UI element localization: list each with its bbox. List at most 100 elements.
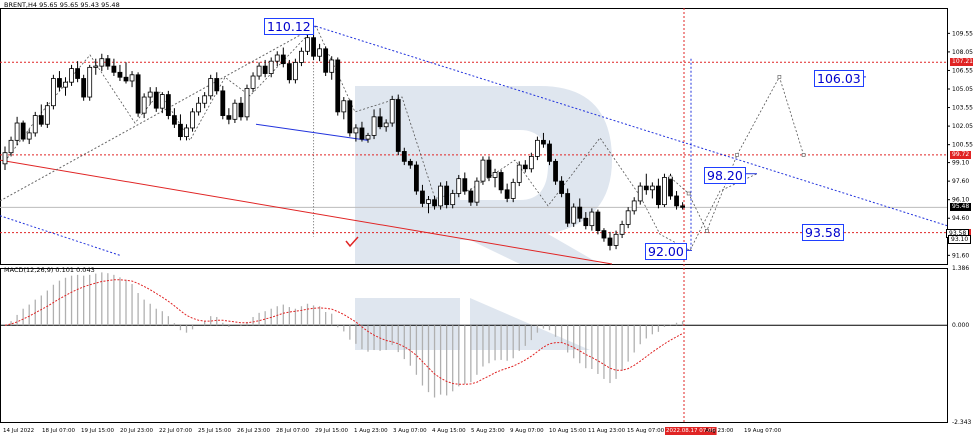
- candle-body: [129, 74, 135, 82]
- candle-body: [268, 60, 274, 74]
- candle-body: [335, 59, 341, 113]
- candle-body: [456, 178, 462, 194]
- macd-tick-label: 0.000: [952, 322, 969, 329]
- candle-body: [153, 91, 159, 109]
- time-label: 20 Jul 23:00: [120, 428, 153, 434]
- price-tick-label: 97.60: [952, 178, 969, 185]
- candle-body: [420, 190, 425, 204]
- candle-body: [69, 68, 74, 83]
- time-label: 4 Aug 15:00: [432, 428, 466, 434]
- candle-body: [589, 211, 595, 227]
- time-label: 1 Aug 23:00: [354, 428, 388, 434]
- candle-body: [637, 185, 643, 202]
- macd-signal-line: [4, 279, 683, 385]
- candle-body: [649, 185, 655, 191]
- candle-body: [280, 54, 286, 65]
- candle-body: [111, 65, 117, 73]
- candle-body: [395, 99, 401, 152]
- candle-body: [595, 211, 601, 232]
- forecast-node: [704, 229, 709, 233]
- candle-body: [141, 96, 147, 114]
- candle-body: [286, 63, 292, 81]
- candle-body: [117, 71, 123, 78]
- candle-body: [232, 102, 238, 120]
- price-pane-frame: [0, 8, 948, 265]
- candle-body: [371, 116, 377, 136]
- candle-body: [171, 115, 177, 125]
- lower-channel-line: [0, 215, 121, 256]
- candle-body: [577, 206, 583, 219]
- candle-body: [347, 100, 353, 134]
- candle-body: [516, 164, 522, 183]
- time-label: 29 Jul 15:00: [315, 428, 348, 434]
- candle-body: [329, 59, 335, 73]
- check-mark-icon: [345, 236, 359, 248]
- watermark-shape-lower: [355, 298, 460, 350]
- candle-body: [341, 100, 347, 113]
- candle-body: [184, 127, 189, 138]
- candle-body: [196, 102, 202, 113]
- candle-body: [365, 134, 371, 140]
- candle-body: [147, 91, 153, 98]
- time-label: 11 Aug 23:00: [588, 428, 626, 434]
- candle-body: [123, 76, 129, 82]
- price-tick-label: 99.10: [952, 160, 969, 167]
- candle-body: [492, 172, 498, 178]
- candle-body: [14, 122, 20, 141]
- candle-body: [93, 65, 99, 68]
- candle-body: [51, 78, 56, 107]
- forecast-node: [668, 175, 673, 180]
- time-label: 3 Aug 07:00: [393, 428, 427, 434]
- forecast-node: [777, 75, 782, 79]
- candle-body: [26, 132, 32, 140]
- wave-zigzag: [4, 25, 758, 251]
- macd-histogram: [10, 272, 684, 398]
- axis-mark-label: 93.10: [948, 234, 972, 244]
- price-tick-label: 103.55: [952, 105, 973, 112]
- candle-body: [244, 87, 250, 118]
- forecast-node: [801, 153, 806, 157]
- macd-pane-frame: [0, 268, 948, 423]
- candle-body: [383, 122, 389, 128]
- candle-body: [165, 94, 171, 116]
- price-label: 110.12: [264, 18, 314, 36]
- watermark-shape: [355, 86, 612, 264]
- candle-body: [401, 151, 407, 162]
- candle-body: [220, 90, 226, 116]
- price-tick-label: 100.55: [952, 142, 973, 149]
- candle-body: [438, 185, 444, 207]
- candle-body: [535, 139, 540, 157]
- candle-body: [63, 81, 68, 88]
- candle-body: [299, 50, 304, 63]
- candle-body: [625, 210, 631, 225]
- candle-body: [250, 75, 256, 89]
- time-label: 22 Jul 07:00: [159, 428, 192, 434]
- price-label: 106.03: [814, 69, 864, 87]
- candle-body: [353, 127, 359, 134]
- candle-body: [474, 180, 480, 203]
- candle-body: [323, 48, 329, 73]
- candle-body: [256, 65, 262, 77]
- candle-body: [510, 181, 516, 199]
- candle-body: [359, 127, 365, 140]
- support-trendline: [0, 159, 613, 265]
- candle-body: [504, 189, 510, 199]
- candle-body: [202, 95, 208, 104]
- candle-body: [559, 180, 564, 194]
- candle-body: [631, 200, 637, 212]
- time-label: Aug 23:00: [705, 428, 734, 434]
- time-label: 19 Aug 07:00: [744, 428, 782, 434]
- candle-body: [38, 115, 44, 125]
- candle-body: [498, 172, 504, 191]
- forecast-node: [735, 153, 739, 157]
- time-highlight: [665, 427, 717, 435]
- candle-body: [208, 78, 214, 97]
- candle-body: [619, 224, 625, 235]
- candle-body: [426, 199, 431, 204]
- candle-body: [553, 160, 558, 182]
- candle-body: [480, 159, 486, 182]
- candle-body: [135, 74, 141, 114]
- time-label: 2022.08.17 07:00: [666, 428, 716, 434]
